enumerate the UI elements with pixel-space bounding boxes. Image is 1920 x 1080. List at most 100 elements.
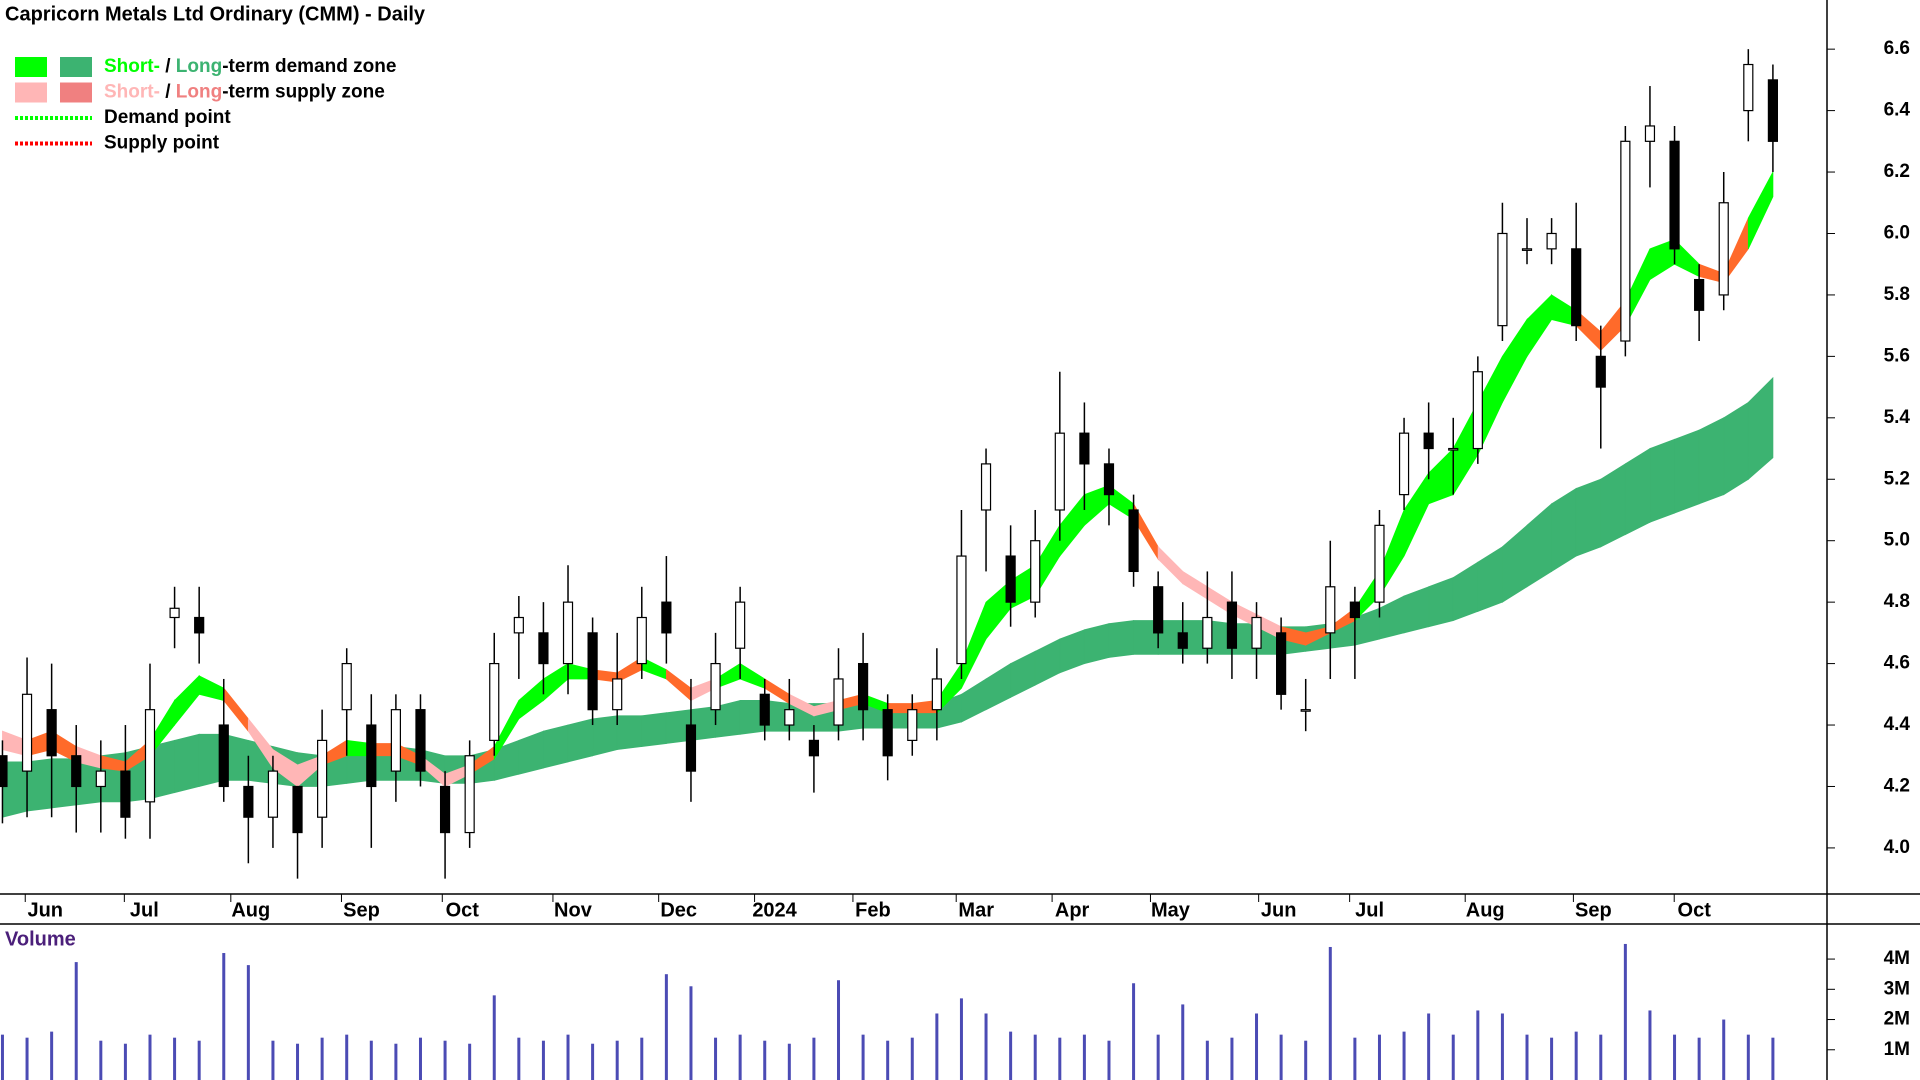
volume-bar: [50, 1031, 54, 1080]
candle-body: [267, 770, 279, 818]
volume-bar: [1623, 943, 1627, 1080]
long-term-zone: [1723, 401, 1749, 496]
volume-bar: [443, 1040, 447, 1080]
volume-bar: [123, 1043, 127, 1080]
candle-body: [759, 693, 770, 726]
volume-bar: [812, 1037, 816, 1080]
candle-body: [931, 678, 942, 711]
candle-body: [0, 755, 8, 788]
candle-body: [366, 724, 377, 788]
x-tick-label: Mar: [958, 899, 994, 921]
candle-body: [1005, 555, 1016, 603]
candle-body: [194, 616, 205, 634]
candle-body: [1030, 540, 1041, 603]
legend-part: Demand point: [104, 107, 231, 128]
volume-bar: [1673, 1034, 1677, 1080]
candle-body: [1374, 524, 1385, 603]
volume-bars: [0, 943, 1775, 1080]
volume-bar: [1205, 1040, 1209, 1080]
volume-bar: [787, 1043, 791, 1080]
candle-body: [1128, 509, 1139, 573]
candle-body: [1423, 432, 1434, 450]
candle-body: [1644, 125, 1656, 142]
candle-body: [120, 770, 131, 818]
volume-bar: [640, 1037, 644, 1080]
volume-bar: [0, 1034, 4, 1080]
volume-title: Volume: [5, 928, 76, 950]
volume-bar: [1427, 1013, 1431, 1080]
volume-bar: [714, 1037, 718, 1080]
volume-bar: [591, 1043, 595, 1080]
volume-bar: [394, 1043, 398, 1080]
volume-bar: [837, 980, 841, 1080]
candle-body: [218, 724, 229, 788]
x-tick-label: Sep: [343, 899, 380, 921]
candle-body: [71, 755, 82, 788]
long-term-zone: [1083, 623, 1110, 665]
legend-part: Long: [176, 82, 222, 103]
candle-body: [808, 739, 820, 757]
volume-bar: [1082, 1034, 1086, 1080]
long-term-zone: [1649, 438, 1675, 523]
volume-bar: [99, 1040, 103, 1080]
candle-body: [95, 770, 106, 788]
candle-body: [21, 693, 33, 772]
volume-bar: [271, 1040, 275, 1080]
candle-body: [1202, 616, 1213, 649]
candle-body: [907, 709, 918, 741]
legend-part: Short-: [104, 82, 160, 103]
volume-bar: [615, 1040, 619, 1080]
candle-body: [980, 463, 992, 511]
volume-bar: [148, 1034, 152, 1080]
volume-bar: [1500, 1013, 1504, 1080]
candle-body: [1767, 79, 1779, 142]
volume-bar: [1156, 1034, 1160, 1080]
volume-bar: [1107, 1040, 1111, 1080]
candle-body: [341, 662, 352, 711]
legend-part: Supply point: [104, 133, 220, 154]
volume-y-tick-label: 2M: [1884, 1009, 1910, 1030]
candle-body: [46, 709, 57, 757]
candle-body: [1571, 248, 1582, 327]
volume-bar: [566, 1034, 570, 1080]
legend-swatch: [15, 82, 47, 103]
volume-bar: [222, 953, 226, 1080]
volume-bar: [664, 974, 668, 1080]
x-tick-label: Nov: [554, 899, 593, 921]
x-tick-label: 2024: [752, 899, 797, 921]
legend-label: Short- / Long-term supply zone: [104, 82, 385, 103]
candle-body: [1546, 232, 1557, 250]
candle-body: [1398, 432, 1410, 496]
volume-bar: [738, 1034, 742, 1080]
legend-swatch: [60, 82, 92, 103]
long-term-zone: [616, 715, 643, 751]
candle-body: [1349, 601, 1360, 619]
candle-body: [562, 601, 574, 665]
candle-body: [1251, 616, 1262, 649]
x-tick-label: Jul: [130, 899, 159, 921]
y-tick-label: 5.0: [1884, 530, 1910, 551]
volume-bar: [1722, 1019, 1726, 1080]
y-tick-label: 5.2: [1884, 468, 1910, 489]
volume-bar: [935, 1013, 939, 1080]
volume-bar: [492, 995, 496, 1080]
long-term-zone: [1575, 478, 1602, 557]
legend-part: -term demand zone: [222, 56, 396, 77]
volume-bar: [861, 1034, 865, 1080]
candle-body: [1300, 709, 1311, 712]
volume-bar: [74, 962, 78, 1080]
candle-body: [1743, 63, 1754, 112]
volume-bar: [468, 1043, 472, 1080]
candle-body: [1079, 432, 1090, 465]
candle-body: [144, 709, 156, 803]
legend-label: Demand point: [104, 107, 231, 128]
volume-bar: [1746, 1034, 1750, 1080]
volume-bar: [320, 1037, 324, 1080]
volume-bar: [1328, 946, 1332, 1080]
volume-bar: [1574, 1031, 1578, 1080]
candle-body: [1103, 463, 1115, 496]
y-tick-label: 4.0: [1884, 837, 1910, 858]
candle-body: [1497, 232, 1508, 327]
